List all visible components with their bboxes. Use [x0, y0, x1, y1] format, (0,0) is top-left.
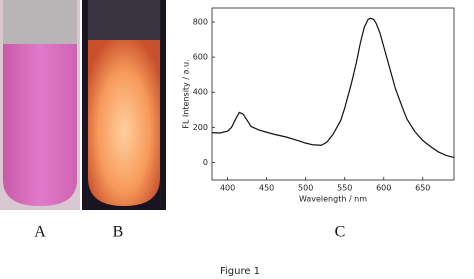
plot-frame — [211, 7, 455, 181]
x-tick-label: 550 — [337, 184, 352, 193]
y-tick-label: 800 — [193, 18, 208, 27]
y-tick-label: 400 — [193, 88, 208, 97]
y-tick-label: 200 — [193, 123, 208, 132]
chart: Wavelength / nm FL Intensity / a.u. 400 4… — [182, 7, 455, 204]
x-tick-label: 600 — [376, 184, 391, 193]
panel-label: C — [335, 224, 346, 241]
photo-b — [82, 0, 166, 210]
x-tick-label: 500 — [298, 184, 313, 193]
y-tick-label: 0 — [203, 158, 208, 167]
x-tick-label: 400 — [220, 184, 235, 193]
x-axis-label: Wavelength / nm — [299, 195, 367, 204]
x-tick-label: 450 — [259, 184, 274, 193]
x-tick-label: 650 — [415, 184, 430, 193]
panel-label: B — [113, 224, 124, 241]
photo-a — [0, 0, 80, 210]
y-axis-label: FL Intensity / a.u. — [182, 59, 191, 128]
caption: Figure 1 — [220, 266, 260, 277]
y-tick-label: 600 — [193, 53, 208, 62]
panel-label: A — [34, 224, 46, 241]
spectrum-line — [211, 17, 455, 159]
